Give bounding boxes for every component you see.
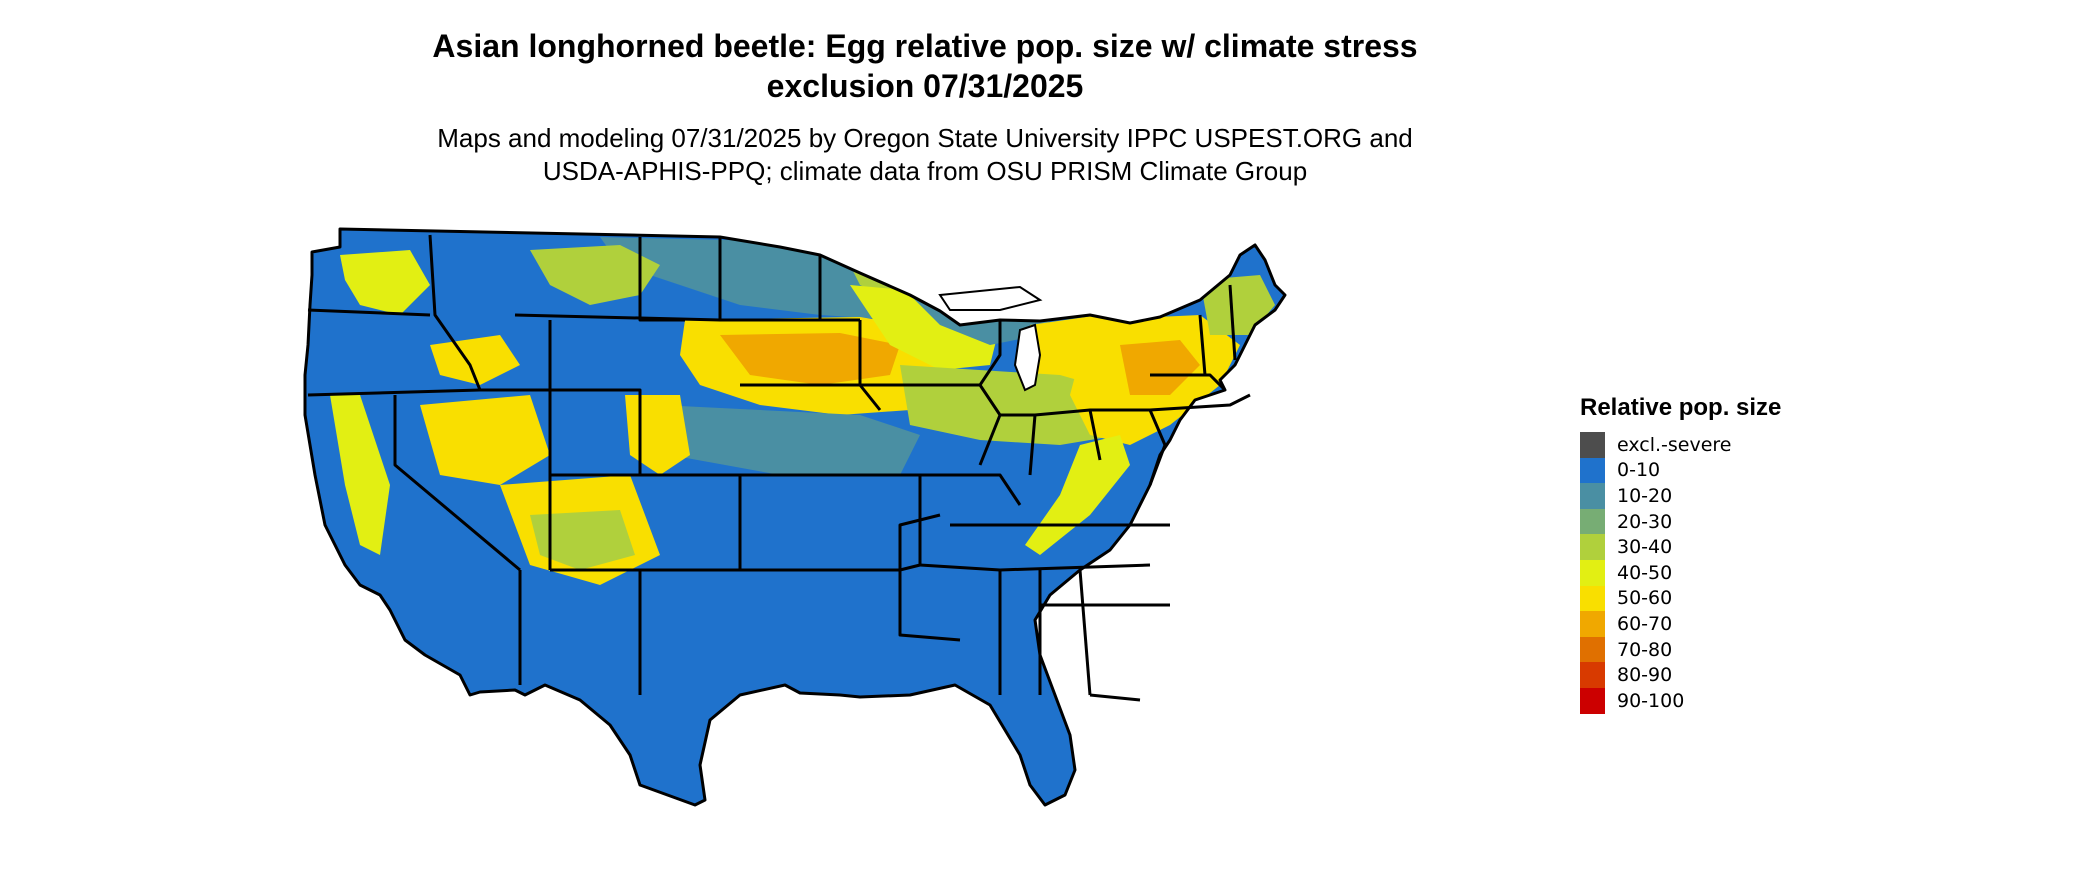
legend-label: excl.-severe: [1617, 433, 1732, 456]
legend-label: 0-10: [1617, 459, 1661, 482]
map-title-line-1: Asian longhorned beetle: Egg relative po…: [432, 28, 1418, 64]
patch-new-england-yellowgreen: [1200, 275, 1275, 335]
legend-label: 40-50: [1617, 561, 1673, 584]
us-outline: [303, 227, 1287, 807]
patch-arizona-nm-yellowgreen: [530, 510, 635, 570]
legend-label: 80-90: [1617, 664, 1673, 687]
patch-nebraska-kansas-teal: [660, 405, 920, 475]
legend-swatch: [1580, 534, 1605, 560]
legend-swatch: [1580, 585, 1605, 612]
legend-item: 90-100: [1580, 687, 1980, 714]
legend-label: 50-60: [1617, 587, 1673, 610]
legend-item: 30-40: [1580, 534, 1980, 560]
legend-item: 0-10: [1580, 457, 1980, 484]
legend-items: excl.-severe 0-10 10-20 20-30 30-40 40-50 50-6…: [1580, 432, 1980, 714]
map-subtitle-line-2: USDA-APHIS-PPQ; climate data from OSU PR…: [542, 156, 1308, 186]
legend-swatch: [1580, 559, 1605, 586]
us-landmass: [305, 229, 1285, 805]
patch-pacific-nw-yellow: [340, 250, 430, 315]
legend-item: excl.-severe: [1580, 432, 1980, 458]
map-subtitle-line-1: Maps and modeling 07/31/2025 by Oregon S…: [437, 123, 1413, 153]
legend-swatch: [1580, 508, 1605, 535]
patch-montana-yellowgreen: [530, 245, 660, 305]
legend: Relative pop. size excl.-severe 0-10 10-20…: [1580, 394, 1980, 714]
legend-swatch: [1580, 636, 1605, 663]
legend-title: Relative pop. size: [1580, 394, 1782, 421]
map-title: Asian longhorned beetle: Egg relative po…: [0, 26, 1850, 106]
legend-label: 90-100: [1617, 689, 1685, 712]
patch-northeast-orange: [1120, 340, 1200, 395]
patch-great-basin-yellow: [420, 395, 550, 485]
patch-sd-ne-orange: [720, 333, 900, 385]
legend-swatch: [1580, 662, 1605, 688]
legend-label: 30-40: [1617, 536, 1673, 559]
legend-item: 70-80: [1580, 636, 1980, 663]
state-borders: [303, 227, 1287, 807]
legend-item: 80-90: [1580, 662, 1980, 688]
legend-item: 40-50: [1580, 559, 1980, 586]
legend-swatch: [1580, 687, 1605, 714]
map-title-line-2: exclusion 07/31/2025: [766, 68, 1084, 104]
lake-michigan: [1013, 323, 1042, 392]
legend-label: 10-20: [1617, 484, 1673, 507]
legend-swatch: [1580, 457, 1605, 484]
lake-superior: [938, 285, 1043, 311]
patch-sierra-yellow: [330, 395, 390, 555]
legend-label: 60-70: [1617, 612, 1673, 635]
legend-item: 60-70: [1580, 611, 1980, 637]
legend-item: 20-30: [1580, 508, 1980, 535]
legend-item: 10-20: [1580, 483, 1980, 509]
legend-swatch: [1580, 611, 1605, 637]
legend-label: 70-80: [1617, 638, 1673, 661]
legend-label: 20-30: [1617, 510, 1673, 533]
map-subtitle: Maps and modeling 07/31/2025 by Oregon S…: [0, 122, 1850, 188]
legend-item: 50-60: [1580, 585, 1980, 612]
legend-swatch: [1580, 483, 1605, 509]
great-lakes: [938, 285, 1043, 392]
patch-idaho-yellow: [430, 335, 520, 385]
legend-swatch: [1580, 432, 1605, 458]
us-relative-pop-map: [303, 227, 1287, 807]
